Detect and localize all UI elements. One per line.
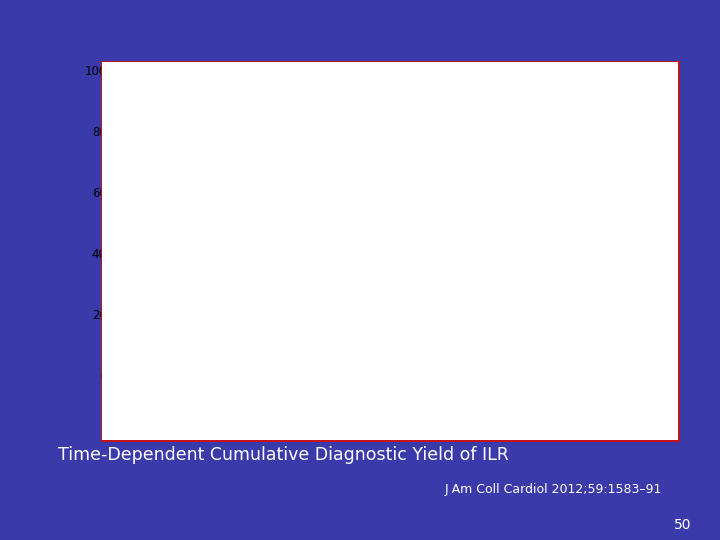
Text: 50: 50 (674, 518, 691, 532)
Text: J Am Coll Cardiol 2012;59:1583–91: J Am Coll Cardiol 2012;59:1583–91 (445, 483, 662, 496)
Text: 52%: 52% (536, 134, 579, 153)
Text: 30%: 30% (257, 186, 300, 205)
X-axis label: Months: Months (365, 399, 416, 413)
Text: Number at risk: Number at risk (112, 312, 211, 325)
Text: Time-Dependent Cumulative Diagnostic Yield of ILR: Time-Dependent Cumulative Diagnostic Yie… (58, 446, 508, 463)
Text: 68: 68 (313, 414, 328, 427)
Text: 15: 15 (523, 414, 538, 427)
Text: 80%: 80% (629, 107, 672, 125)
Text: 9: 9 (596, 414, 603, 427)
Text: 45: 45 (383, 414, 398, 427)
Text: 30: 30 (453, 414, 468, 427)
Text: 4: 4 (666, 414, 673, 427)
Text: 108: 108 (170, 414, 192, 427)
Text: 84: 84 (243, 414, 258, 427)
Text: 157: 157 (100, 414, 123, 427)
Text: 43%: 43% (397, 156, 439, 174)
